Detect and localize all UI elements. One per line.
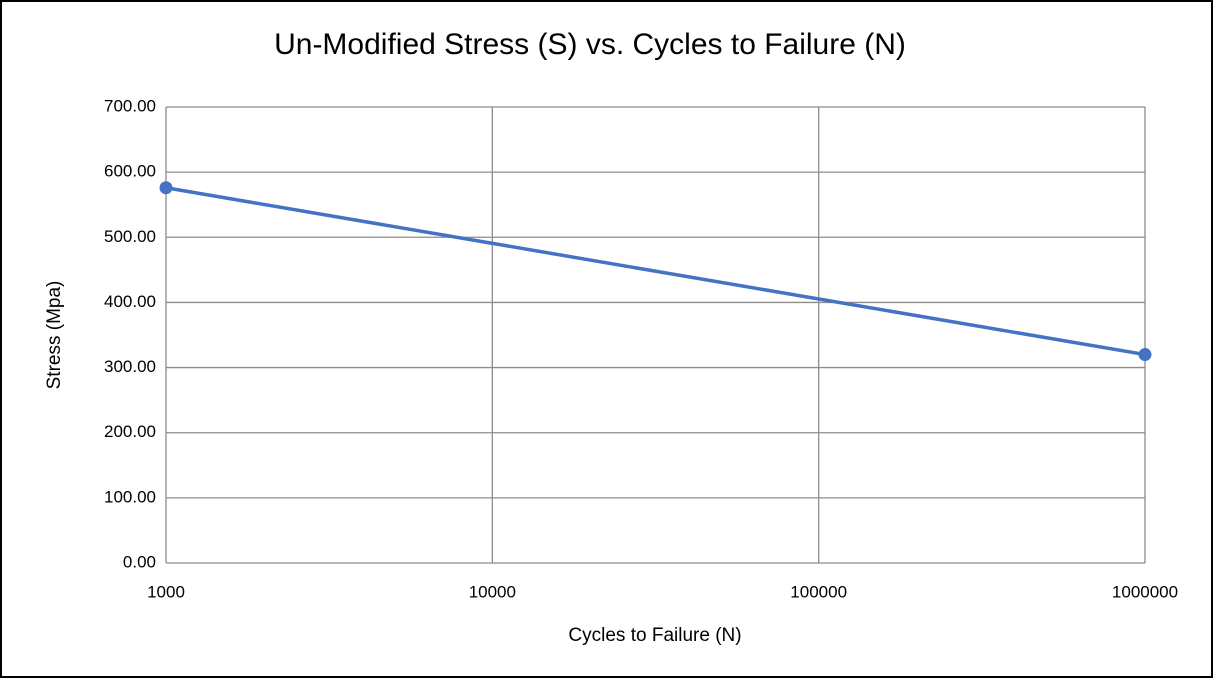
x-axis-label: Cycles to Failure (N)	[568, 625, 741, 646]
y-tick-label: 400.00	[104, 292, 156, 311]
y-tick-label: 600.00	[104, 162, 156, 181]
x-tick-label: 100000	[790, 582, 847, 601]
chart-title: Un-Modified Stress (S) vs. Cycles to Fai…	[274, 28, 906, 61]
y-tick-label: 200.00	[104, 422, 156, 441]
y-tick-label: 100.00	[104, 487, 156, 506]
data-point	[159, 181, 173, 195]
y-tick-label: 500.00	[104, 227, 156, 246]
y-axis-label: Stress (Mpa)	[44, 281, 65, 390]
series-line	[165, 186, 1146, 357]
y-tick-label: 0.00	[123, 552, 156, 571]
x-tick-label: 1000	[147, 582, 185, 601]
x-tick-label: 10000	[469, 582, 516, 601]
data-point	[1138, 348, 1152, 362]
y-tick-label: 700.00	[104, 96, 156, 115]
x-tick-label: 1000000	[1112, 582, 1178, 601]
y-tick-label: 300.00	[104, 357, 156, 376]
